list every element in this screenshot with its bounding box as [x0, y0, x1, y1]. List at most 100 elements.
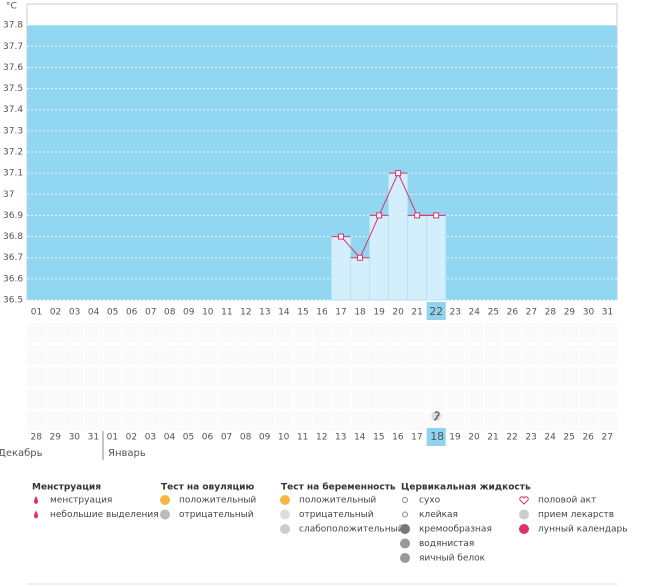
- x-tick-label: 19: [373, 308, 385, 318]
- legend-icon: [519, 509, 529, 520]
- calendar-date: 24: [544, 433, 556, 443]
- x-tick-label: 14: [278, 308, 290, 318]
- legend-item: половой акт: [538, 496, 596, 506]
- x-tick-label: 04: [88, 308, 100, 318]
- x-tick-label: 10: [202, 308, 214, 318]
- calendar-date: 30: [69, 433, 81, 443]
- legend-icon: [402, 511, 408, 518]
- calendar-date: 02: [126, 433, 137, 443]
- x-tick-label: 17: [335, 308, 346, 318]
- x-tick-label: 24: [469, 308, 481, 318]
- calendar-date: 08: [240, 433, 252, 443]
- y-tick-label: 37.6: [3, 63, 23, 73]
- calendar-date: 14: [354, 433, 366, 443]
- legend-icon: [519, 524, 529, 534]
- calendar-date: 21: [487, 433, 498, 443]
- legend-icon: [519, 496, 529, 505]
- x-tick-label: 21: [411, 308, 422, 318]
- legend-item: положительный: [179, 496, 256, 506]
- calendar-row: [27, 367, 617, 387]
- calendar-row: [27, 411, 617, 431]
- legend-icon: [280, 495, 290, 505]
- point: [376, 212, 383, 219]
- calendar-date: 26: [582, 433, 594, 443]
- selected-date: [426, 428, 446, 446]
- legend-item: положительный: [299, 496, 376, 506]
- y-tick-label: 37.5: [3, 84, 23, 94]
- y-tick-label: 37.4: [3, 105, 23, 115]
- bar: [426, 214, 447, 301]
- y-tick-label: 37.7: [3, 42, 23, 52]
- calendar-date: 05: [183, 433, 194, 443]
- x-tick-label: 02: [50, 308, 61, 318]
- x-tick-label: 23: [449, 308, 460, 318]
- calendar-date: 31: [88, 433, 99, 443]
- y-tick-label: 37.2: [3, 148, 23, 158]
- y-tick-label: 36.9: [3, 211, 23, 221]
- bar: [331, 236, 352, 301]
- calendar-date: 25: [563, 433, 574, 443]
- x-tick-label: 13: [259, 308, 270, 318]
- legend-icon: [160, 509, 170, 520]
- calendar-row: [27, 389, 617, 409]
- legend-item: кремообразная: [419, 525, 492, 535]
- legend-item: менструация: [50, 496, 112, 506]
- legend-icon: [400, 553, 410, 563]
- calendar-date: 16: [392, 433, 404, 443]
- legend-item: слабоположительный: [299, 525, 404, 535]
- calendar-date: 20: [468, 433, 480, 443]
- calendar-date: 17: [411, 433, 422, 443]
- x-tick-label: 09: [183, 308, 195, 318]
- calendar-date: 15: [373, 433, 384, 443]
- calendar-date: 13: [335, 433, 346, 443]
- y-tick-label: 37.3: [3, 126, 23, 136]
- calendar-date: 28: [31, 433, 43, 443]
- x-tick-label: 30: [583, 308, 595, 318]
- calendar-date: 11: [297, 433, 308, 443]
- legend-item: клейкая: [419, 510, 458, 520]
- y-tick-label: 36.5: [3, 296, 23, 306]
- legend-icon: [34, 510, 38, 519]
- legend-item: отрицательный: [179, 510, 254, 520]
- x-tick-label: 18: [354, 308, 366, 318]
- calendar-date: 22: [506, 433, 517, 443]
- bar: [388, 172, 409, 301]
- x-tick-label: 27: [526, 308, 537, 318]
- x-tick-label: 08: [164, 308, 176, 318]
- calendar-date: 06: [202, 433, 214, 443]
- calendar-date: 04: [164, 433, 176, 443]
- bar: [350, 257, 371, 301]
- point: [433, 212, 440, 219]
- x-tick-label: 01: [31, 308, 42, 318]
- legend-item: небольшие выделения: [50, 510, 159, 520]
- x-tick-label: 05: [107, 308, 118, 318]
- x-tick-label: 22: [429, 305, 443, 318]
- calendar-date: 07: [221, 433, 232, 443]
- calendar-date: 18: [430, 430, 444, 443]
- x-tick-label: 25: [488, 308, 499, 318]
- calendar-date: 09: [259, 433, 271, 443]
- month-label: Декабрь: [0, 448, 43, 459]
- calendar-row: [27, 345, 617, 365]
- bar: [369, 214, 390, 301]
- legend-icon: [402, 497, 408, 503]
- x-tick-label: 06: [126, 308, 138, 318]
- y-tick-label: 36.7: [3, 253, 23, 263]
- legend-title: Цервикальная жидкость: [401, 483, 531, 493]
- x-tick-label: 03: [69, 308, 80, 318]
- selected-day: [426, 302, 446, 320]
- x-tick-label: 31: [602, 308, 613, 318]
- x-tick-label: 20: [392, 308, 404, 318]
- legend-item: лунный календарь: [538, 525, 628, 535]
- legend-item: отрицательный: [299, 510, 374, 520]
- x-tick-label: 11: [221, 308, 232, 318]
- x-tick-label: 07: [145, 308, 156, 318]
- x-tick-label: 29: [564, 308, 576, 318]
- point: [395, 170, 402, 177]
- calendar-date: 27: [601, 433, 612, 443]
- calendar-date: 12: [316, 433, 327, 443]
- y-tick-label: 37.8: [3, 21, 23, 31]
- calendar-date: 23: [525, 433, 536, 443]
- legend-icon: [400, 538, 410, 549]
- point: [357, 254, 364, 261]
